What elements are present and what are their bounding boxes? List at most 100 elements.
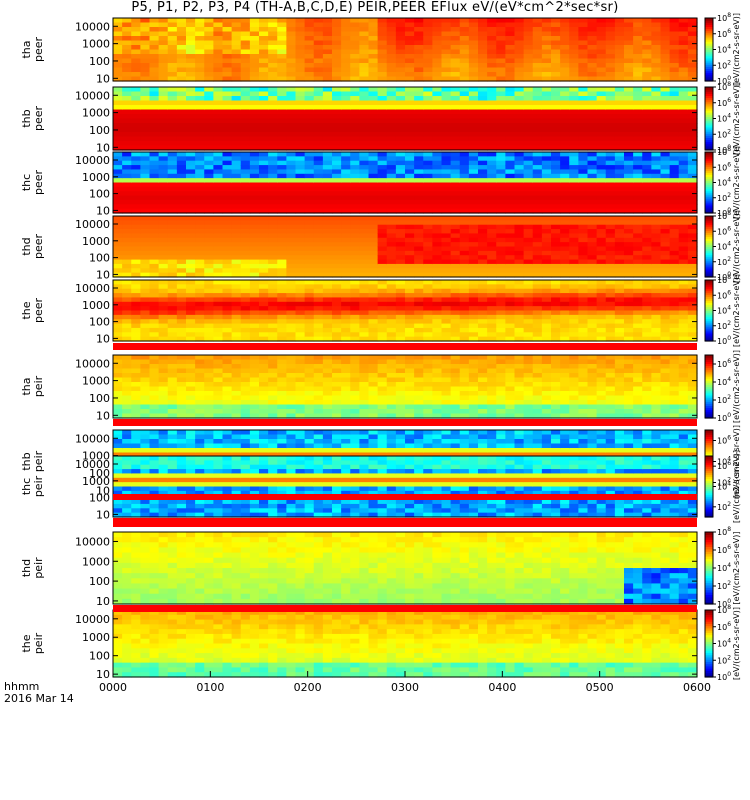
- heatmap-cell: [578, 263, 589, 269]
- heatmap-cell: [569, 145, 579, 151]
- heatmap-cell: [651, 141, 662, 147]
- heatmap-cell: [332, 49, 342, 55]
- heatmap-cell: [377, 31, 388, 37]
- heatmap-cell: [386, 18, 397, 24]
- heatmap-cell: [268, 259, 278, 265]
- heatmap-cell: [487, 250, 497, 256]
- heatmap-cell: [313, 280, 324, 285]
- heatmap-cell: [669, 301, 680, 307]
- heatmap-cell: [642, 178, 652, 184]
- heatmap-cell: [313, 54, 324, 60]
- heatmap-cell: [167, 169, 178, 175]
- heatmap-cell: [678, 123, 689, 129]
- heatmap-cell: [395, 31, 406, 37]
- heatmap-cell: [687, 54, 698, 60]
- heatmap-cell: [578, 54, 589, 60]
- heatmap-cell: [304, 204, 315, 210]
- heatmap-cell: [551, 18, 561, 24]
- heatmap-cell: [605, 63, 616, 69]
- heatmap-cell: [341, 246, 351, 252]
- heatmap-cell: [350, 100, 360, 106]
- heatmap-cell: [660, 63, 671, 69]
- heatmap-cell: [377, 332, 388, 338]
- heatmap-cell: [158, 224, 169, 230]
- heatmap-cell: [569, 45, 579, 51]
- heatmap-cell: [341, 186, 351, 192]
- heatmap-cell: [605, 123, 616, 129]
- heatmap-cell: [240, 173, 251, 179]
- heatmap-cell: [678, 259, 689, 265]
- heatmap-cell: [487, 67, 497, 73]
- heatmap-cell: [459, 250, 470, 256]
- heatmap-cell: [195, 49, 205, 55]
- heatmap-cell: [313, 145, 324, 151]
- heatmap-cell: [304, 178, 315, 184]
- heatmap-cell: [149, 186, 160, 192]
- heatmap-cell: [122, 404, 132, 410]
- heatmap-cell: [523, 191, 534, 197]
- heatmap-cell: [487, 284, 497, 290]
- heatmap-cell: [642, 310, 652, 316]
- heatmap-cell: [268, 280, 278, 285]
- heatmap-cell: [678, 127, 689, 133]
- heatmap-cell: [240, 259, 251, 265]
- heatmap-cell: [450, 233, 461, 239]
- heatmap-cell: [478, 293, 488, 299]
- heatmap-cell: [158, 364, 169, 370]
- heatmap-cell: [167, 141, 178, 147]
- heatmap-cell: [605, 169, 616, 175]
- heatmap-cell: [405, 336, 415, 342]
- colorbar-tick-label: 108: [717, 274, 731, 285]
- heatmap-cell: [222, 127, 233, 133]
- heatmap-cell: [514, 22, 525, 28]
- heatmap-cell: [414, 199, 424, 205]
- heatmap-cell: [624, 76, 634, 82]
- heatmap-cell: [231, 63, 242, 69]
- heatmap-cell: [195, 160, 205, 166]
- heatmap-cell: [350, 332, 360, 338]
- heatmap-cell: [332, 40, 342, 46]
- colorbar-swatch: [705, 260, 713, 264]
- heatmap-cell: [569, 310, 579, 316]
- heatmap-cell: [213, 382, 224, 388]
- heatmap-cell: [660, 127, 671, 133]
- heatmap-cell: [395, 22, 406, 28]
- heatmap-cell: [395, 319, 406, 325]
- heatmap-cell: [459, 332, 470, 338]
- heatmap-cell: [624, 67, 634, 73]
- heatmap-cell: [468, 242, 479, 248]
- heatmap-cell: [441, 293, 452, 299]
- heatmap-cell: [478, 263, 488, 269]
- heatmap-cell: [332, 160, 342, 166]
- heatmap-cell: [386, 31, 397, 37]
- colorbar-swatch: [705, 160, 713, 163]
- heatmap-cell: [605, 165, 616, 171]
- heatmap-cell: [395, 224, 406, 230]
- heatmap-cell: [286, 259, 297, 265]
- heatmap-cell: [131, 391, 141, 397]
- heatmap-cell: [678, 63, 689, 69]
- heatmap-cell: [523, 237, 534, 243]
- heatmap-cell: [240, 76, 251, 82]
- heatmap-cell: [569, 109, 579, 115]
- heatmap-cell: [313, 127, 324, 133]
- heatmap-cell: [459, 169, 470, 175]
- heatmap-cell: [605, 191, 616, 197]
- heatmap-cell: [459, 118, 470, 124]
- heatmap-cell: [468, 301, 479, 307]
- heatmap-cell: [167, 63, 178, 69]
- heatmap-cell: [295, 208, 306, 214]
- heatmap-cell: [268, 165, 278, 171]
- heatmap-cell: [249, 224, 260, 230]
- heatmap-cell: [186, 58, 196, 64]
- heatmap-cell: [386, 63, 397, 69]
- heatmap-cell: [295, 229, 306, 235]
- heatmap-cell: [560, 152, 570, 157]
- heatmap-cell: [678, 186, 689, 192]
- heatmap-cell: [669, 182, 680, 188]
- heatmap-cell: [249, 91, 260, 97]
- heatmap-cell: [478, 105, 488, 111]
- heatmap-cell: [414, 132, 424, 138]
- heatmap-cell: [295, 293, 306, 299]
